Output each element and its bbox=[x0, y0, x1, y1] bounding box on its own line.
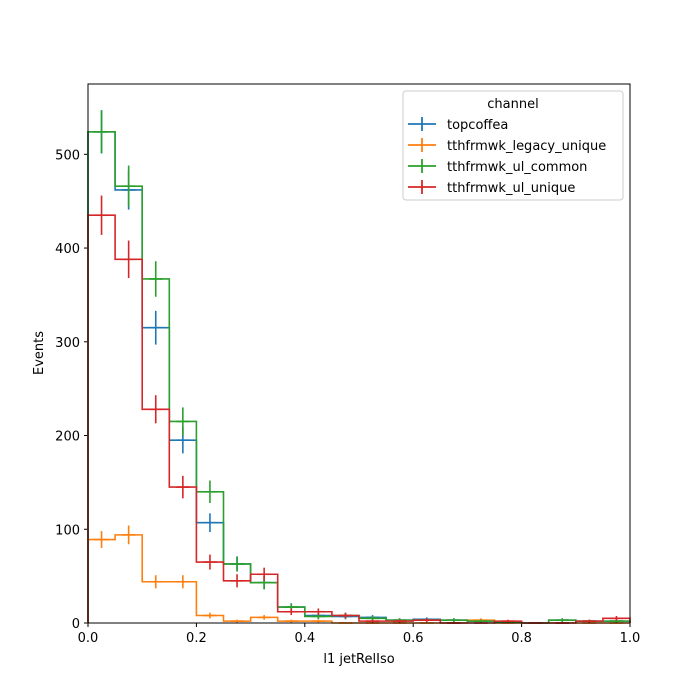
error-bar-point bbox=[555, 618, 570, 623]
y-tick-label: 500 bbox=[55, 148, 80, 163]
error-bar-point bbox=[311, 608, 326, 616]
x-tick-label: 0.4 bbox=[294, 631, 315, 646]
y-tick-label: 300 bbox=[55, 336, 80, 351]
error-bar-point bbox=[148, 575, 163, 589]
legend-label: topcoffea bbox=[447, 118, 508, 133]
y-axis-ticks: 0 100 200 300 400 500 bbox=[55, 148, 88, 632]
error-bar-point bbox=[501, 619, 515, 623]
plot-frame bbox=[87, 83, 631, 624]
error-bar-point bbox=[257, 567, 271, 581]
x-tick-label: 0.8 bbox=[511, 631, 532, 646]
y-tick-label: 0 bbox=[72, 617, 80, 632]
legend-item: tthfrmwk_ul_common bbox=[408, 159, 587, 175]
error-bar-point bbox=[257, 615, 271, 620]
error-bar-point bbox=[230, 556, 244, 572]
error-bar-point bbox=[392, 619, 407, 623]
error-bar-point bbox=[176, 407, 190, 436]
error-bar-point bbox=[284, 608, 299, 616]
error-bar-point bbox=[203, 612, 217, 619]
error-bar-point bbox=[609, 615, 624, 621]
legend-title: channel bbox=[487, 97, 538, 112]
error-bar-point bbox=[447, 618, 461, 623]
error-bar-point bbox=[311, 619, 326, 623]
x-tick-label: 1.0 bbox=[620, 631, 641, 646]
error-bar-point bbox=[474, 619, 488, 623]
error-bar-point bbox=[419, 618, 434, 623]
error-bar-point bbox=[582, 619, 597, 623]
error-bar-point bbox=[230, 619, 244, 623]
legend-frame bbox=[402, 90, 624, 201]
error-bar-point bbox=[203, 554, 217, 570]
error-bar-point bbox=[148, 310, 163, 345]
legend-item: tthfrmwk_ul_unique bbox=[408, 180, 575, 196]
error-bar-point bbox=[176, 475, 190, 499]
error-bar-point bbox=[94, 531, 109, 549]
error-bar-point bbox=[203, 513, 217, 533]
error-bar-point bbox=[230, 574, 244, 588]
x-tick-label: 0.0 bbox=[78, 631, 99, 646]
error-bar-point bbox=[203, 480, 217, 504]
error-bar-point bbox=[284, 619, 299, 623]
error-bar-point bbox=[121, 165, 136, 207]
y-tick-label: 200 bbox=[55, 430, 80, 445]
legend-label: tthfrmwk_ul_common bbox=[447, 160, 587, 175]
error-bar-point bbox=[338, 612, 353, 619]
error-bar-point bbox=[148, 261, 163, 297]
error-bar-point bbox=[94, 195, 109, 235]
legend-item: tthfrmwk_legacy_unique bbox=[408, 138, 606, 154]
y-tick-label: 400 bbox=[55, 242, 80, 257]
error-bar-point bbox=[176, 575, 190, 589]
error-bar-point bbox=[365, 619, 380, 623]
x-axis-ticks: 0.0 0.2 0.4 0.6 0.8 1.0 bbox=[78, 623, 641, 646]
legend-label: tthfrmwk_legacy_unique bbox=[447, 139, 606, 154]
x-axis-label: l1 jetRelIso bbox=[323, 652, 394, 667]
legend-items: topcoffea tthfrmwk_legacy_unique tthfrmwk_… bbox=[408, 117, 606, 196]
y-tick-label: 100 bbox=[55, 523, 80, 538]
legend-label: tthfrmwk_ul_unique bbox=[447, 181, 575, 196]
error-bar-point bbox=[121, 240, 136, 279]
error-bar-point bbox=[94, 110, 109, 154]
x-tick-label: 0.6 bbox=[403, 631, 424, 646]
legend-item: topcoffea bbox=[408, 117, 508, 133]
error-bar-point bbox=[121, 525, 136, 545]
error-bar-point bbox=[148, 395, 163, 424]
x-tick-label: 0.2 bbox=[186, 631, 207, 646]
y-axis-label: Events bbox=[32, 331, 47, 375]
legend: channel topcoffeatthfrmwk_legacy_uniquet… bbox=[402, 90, 624, 201]
